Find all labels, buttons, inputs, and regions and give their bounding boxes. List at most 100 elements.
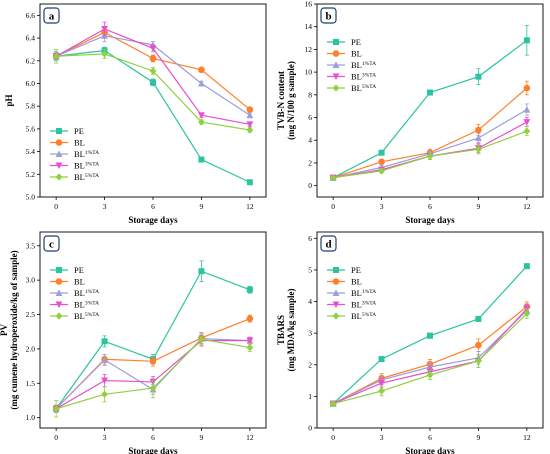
legend-item: BL1%TA [327,60,376,70]
series-line [55,338,250,410]
x-tick-label: 9 [200,202,204,211]
legend-marker [56,267,62,273]
legend-marker [333,39,339,45]
y-axis-subtitle: (mg MDA/kg sample) [286,289,296,372]
x-tick-label: 6 [151,202,155,211]
legend-label: PE [351,265,361,275]
panel-label-text: b [325,11,331,23]
y-tick-label: 3.5 [26,241,36,250]
data-point [198,79,205,87]
data-point [378,149,385,156]
legend-marker [56,128,62,134]
x-tick-label: 9 [200,433,204,442]
legend-item: BL [50,138,85,148]
panel-label-text: d [325,239,331,251]
y-tick-label: 4 [308,136,312,145]
data-point [101,390,108,398]
y-tick-label: 5.4 [26,147,36,156]
data-point [246,111,254,119]
data-point [523,105,531,113]
legend-marker [55,162,63,170]
x-tick-label: 12 [246,433,254,442]
y-tick-label: 8 [308,90,312,99]
series-line [332,309,528,405]
data-point [475,341,482,349]
legend-marker [55,278,63,285]
data-point [246,286,253,293]
y-tick-label: 3.0 [26,276,36,285]
legend-marker [332,278,340,285]
y-tick-label: 6.0 [26,79,36,88]
y-tick-label: 6.4 [26,34,36,43]
data-point [426,371,434,379]
data-point [150,79,156,86]
legend-item: BL [327,49,362,59]
legend-label: BL [74,138,85,148]
x-tick-label: 0 [54,433,58,442]
data-point [246,315,254,322]
legend-item: BL1%TA [327,288,376,298]
x-tick-label: 3 [380,202,384,211]
data-point [475,315,482,322]
y-tick-label: 2 [308,360,312,369]
y-axis-title: TBARS [276,315,286,345]
legend-marker [332,84,340,92]
legend-label: BL [351,49,362,59]
data-point [246,126,254,134]
data-point [246,121,254,128]
legend-marker [332,61,340,68]
panel-label-box [320,235,337,252]
data-point [52,405,60,413]
legend-item: BL5%TA [50,172,99,182]
legend-item: PE [327,265,361,275]
data-point [523,37,530,44]
panel-label-b: b [320,7,337,24]
y-tick-label: 1.5 [26,379,36,388]
legend-item: BL3%TA [50,300,99,310]
series-bl [329,80,531,181]
data-point [149,384,157,392]
data-point [378,158,385,166]
panel-label-c: c [43,235,60,252]
legend-label: BL3%TA [74,300,99,310]
legend-label: PE [74,126,84,136]
y-tick-label: 16 [305,0,313,9]
data-point [426,152,434,160]
data-point [198,112,205,119]
panel-label-box [320,7,337,24]
y-axis-title: TVB-N content [276,71,286,130]
legend-item: BL5%TA [327,311,376,321]
y-tick-label: 5.8 [26,102,36,111]
data-point [101,377,108,385]
data-point [475,145,482,153]
data-point [198,118,205,126]
y-tick-label: 5.6 [26,124,36,133]
legend-item: BL [327,277,362,287]
data-point [101,25,108,33]
legend-label: BL [351,277,362,287]
y-tick-label: 2 [308,158,312,167]
legend-item: BL3%TA [50,161,99,171]
series-pe [330,263,530,407]
chart-panel-a: a 0 3 6 9 12 5.0 5.2 5.4 5.6 5.8 6.0 6.2 6.4 6.6 Storag… [4,3,267,225]
legend-item: PE [327,37,361,47]
y-axis-title: PV [0,324,9,336]
x-axis-title: Storage days [128,215,178,225]
series-bl-5-ta [52,333,254,418]
data-point [246,179,253,186]
series-line [55,340,250,410]
chart-panel-b: b 0 3 6 9 12 0 2 4 6 8 10 12 14 16 Storage days TVB-N co… [276,0,544,225]
data-point [198,66,205,74]
panel-label-text: a [49,11,55,23]
legend-marker [55,312,63,320]
y-tick-label: 12 [305,45,313,54]
data-point [101,338,108,345]
x-axis-title: Storage days [405,446,455,454]
x-tick-label: 3 [103,433,107,442]
legend-marker [55,139,63,146]
legend-marker [333,267,339,273]
x-tick-label: 9 [477,433,481,442]
y-axis-subtitle: (mg cumene hydroperoxide/kg of sample) [9,250,19,409]
